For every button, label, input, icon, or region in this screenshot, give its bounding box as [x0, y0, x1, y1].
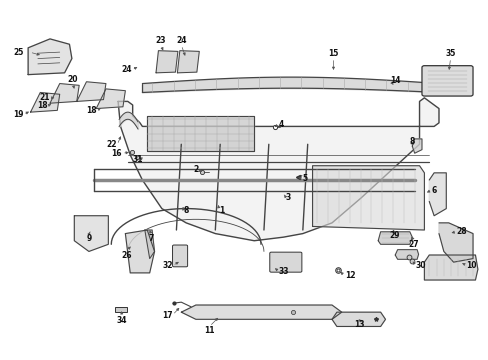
Text: 26: 26 [122, 251, 132, 260]
Bar [115, 307, 127, 312]
Polygon shape [96, 89, 125, 109]
Text: 9: 9 [86, 234, 91, 243]
Text: 8: 8 [409, 137, 414, 146]
Text: 21: 21 [40, 93, 50, 102]
Text: 12: 12 [344, 271, 354, 280]
Text: 18: 18 [86, 106, 97, 115]
Text: 24: 24 [176, 36, 186, 45]
Text: 29: 29 [388, 231, 399, 240]
Text: 32: 32 [162, 261, 172, 270]
Text: 7: 7 [148, 234, 154, 243]
Text: 30: 30 [415, 261, 425, 270]
Polygon shape [377, 232, 411, 244]
Polygon shape [147, 116, 254, 152]
Text: 23: 23 [155, 36, 166, 45]
Polygon shape [181, 305, 341, 319]
FancyBboxPatch shape [421, 66, 472, 96]
Polygon shape [74, 216, 108, 251]
Text: 31: 31 [133, 155, 143, 164]
Text: 6: 6 [431, 185, 436, 194]
Polygon shape [312, 166, 424, 230]
Polygon shape [77, 82, 106, 102]
Text: 16: 16 [111, 149, 122, 158]
Polygon shape [50, 84, 79, 103]
Text: 19: 19 [13, 110, 23, 119]
Text: 1: 1 [219, 206, 224, 215]
FancyBboxPatch shape [172, 245, 187, 267]
Text: 24: 24 [121, 66, 131, 75]
Polygon shape [411, 139, 421, 153]
Polygon shape [28, 39, 72, 75]
Text: 8: 8 [183, 206, 189, 215]
Text: 11: 11 [204, 327, 214, 336]
Text: 17: 17 [162, 311, 172, 320]
Text: 34: 34 [117, 316, 127, 325]
Text: 25: 25 [13, 48, 23, 57]
Polygon shape [156, 51, 178, 73]
Text: 10: 10 [465, 261, 476, 270]
Polygon shape [144, 230, 154, 258]
Text: 35: 35 [445, 49, 455, 58]
Polygon shape [177, 51, 199, 73]
Text: 33: 33 [278, 267, 288, 276]
Text: 18: 18 [37, 101, 47, 110]
Polygon shape [424, 255, 477, 280]
Polygon shape [331, 312, 385, 327]
FancyBboxPatch shape [269, 252, 301, 272]
Polygon shape [428, 173, 446, 216]
Text: 4: 4 [278, 120, 283, 129]
Text: 3: 3 [285, 193, 290, 202]
Polygon shape [118, 98, 438, 241]
Text: 13: 13 [354, 320, 365, 329]
Text: 14: 14 [389, 76, 400, 85]
Text: 15: 15 [327, 49, 338, 58]
Text: 27: 27 [407, 240, 418, 249]
Text: 28: 28 [455, 227, 466, 236]
Polygon shape [438, 223, 472, 262]
Text: 2: 2 [193, 166, 198, 175]
Polygon shape [394, 249, 418, 259]
Polygon shape [125, 230, 154, 273]
Text: 22: 22 [106, 140, 117, 149]
Text: 5: 5 [302, 175, 307, 184]
Text: 20: 20 [67, 75, 78, 84]
Polygon shape [30, 93, 60, 112]
